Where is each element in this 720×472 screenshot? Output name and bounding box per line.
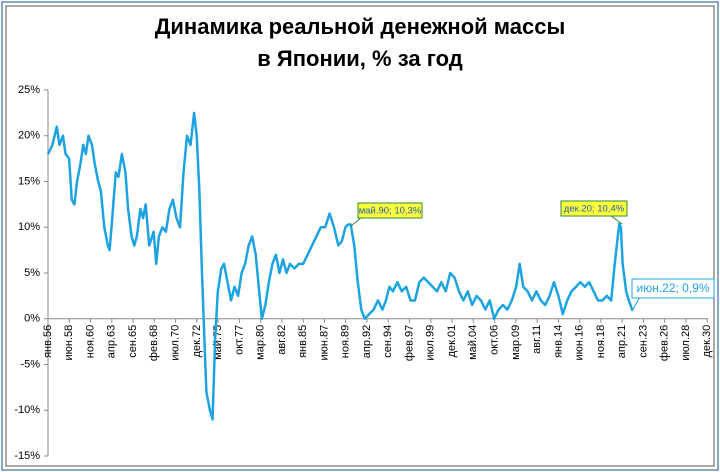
x-tick-label: мар.09 bbox=[510, 325, 522, 360]
y-tick-label: 0% bbox=[24, 313, 40, 325]
x-tick-label: ноя.89 bbox=[340, 325, 352, 358]
x-tick-label: июн.87 bbox=[318, 325, 330, 361]
x-tick-label: янв.85 bbox=[297, 325, 309, 358]
callout: дек.20; 10,4% bbox=[560, 200, 628, 225]
annotation: дек.20; 10,4% bbox=[564, 204, 625, 215]
x-tick-label: сен.65 bbox=[127, 325, 139, 358]
annotation: июн.22; 0,9% bbox=[636, 281, 709, 295]
x-tick-label: янв.56 bbox=[42, 325, 54, 358]
y-tick-label: 15% bbox=[18, 175, 40, 187]
chart-title: в Японии, % за год bbox=[257, 46, 462, 71]
x-tick-label: фев.26 bbox=[659, 325, 671, 361]
y-tick-label: -10% bbox=[14, 404, 40, 416]
y-tick-label: 5% bbox=[24, 267, 40, 279]
callout: май.90; 10,3% bbox=[350, 202, 423, 227]
y-tick-label: 25% bbox=[18, 84, 40, 96]
frame-inner bbox=[5, 5, 715, 467]
x-tick-label: фев.97 bbox=[403, 325, 415, 361]
x-tick-label: мар.80 bbox=[255, 325, 267, 360]
x-tick-label: янв.14 bbox=[552, 325, 564, 358]
x-tick-label: авг.82 bbox=[276, 325, 288, 355]
x-tick-label: июл.99 bbox=[425, 325, 437, 361]
x-tick-label: фев.68 bbox=[148, 325, 160, 361]
x-tick-label: окт.06 bbox=[489, 325, 501, 355]
y-tick-label: -5% bbox=[20, 358, 40, 370]
x-tick-label: дек.30 bbox=[701, 325, 713, 358]
x-tick-label: окт.77 bbox=[233, 325, 245, 355]
y-tick-label: 20% bbox=[18, 130, 40, 142]
callout: июн.22; 0,9% bbox=[631, 278, 715, 312]
x-tick-label: апр.21 bbox=[616, 325, 628, 358]
x-tick-label: ноя.60 bbox=[84, 325, 96, 358]
x-tick-label: июн.58 bbox=[63, 325, 75, 361]
x-tick-label: сен.94 bbox=[382, 325, 394, 358]
x-tick-label: апр.63 bbox=[106, 325, 118, 358]
annotation: май.90; 10,3% bbox=[359, 206, 422, 217]
x-tick-label: июн.16 bbox=[574, 325, 586, 361]
x-tick-label: июл.70 bbox=[170, 325, 182, 361]
x-tick-label: дек.72 bbox=[191, 325, 203, 358]
x-tick-label: июл.28 bbox=[680, 325, 692, 361]
x-tick-label: май.04 bbox=[467, 325, 479, 360]
x-tick-label: авг.11 bbox=[531, 325, 543, 354]
x-tick-label: апр.92 bbox=[361, 325, 373, 358]
y-tick-label: -15% bbox=[14, 450, 40, 462]
x-tick-label: сен.23 bbox=[637, 325, 649, 358]
x-tick-label: дек.01 bbox=[446, 325, 458, 358]
data-line bbox=[46, 111, 634, 421]
x-tick-label: ноя.18 bbox=[595, 325, 607, 358]
y-tick-label: 10% bbox=[18, 221, 40, 233]
chart-title: Динамика реальной денежной массы bbox=[155, 14, 566, 39]
plot: 25% 20% 15% 10% 5% 0% -5% -10% -15% янв.56 июн.58 н… bbox=[14, 84, 713, 462]
